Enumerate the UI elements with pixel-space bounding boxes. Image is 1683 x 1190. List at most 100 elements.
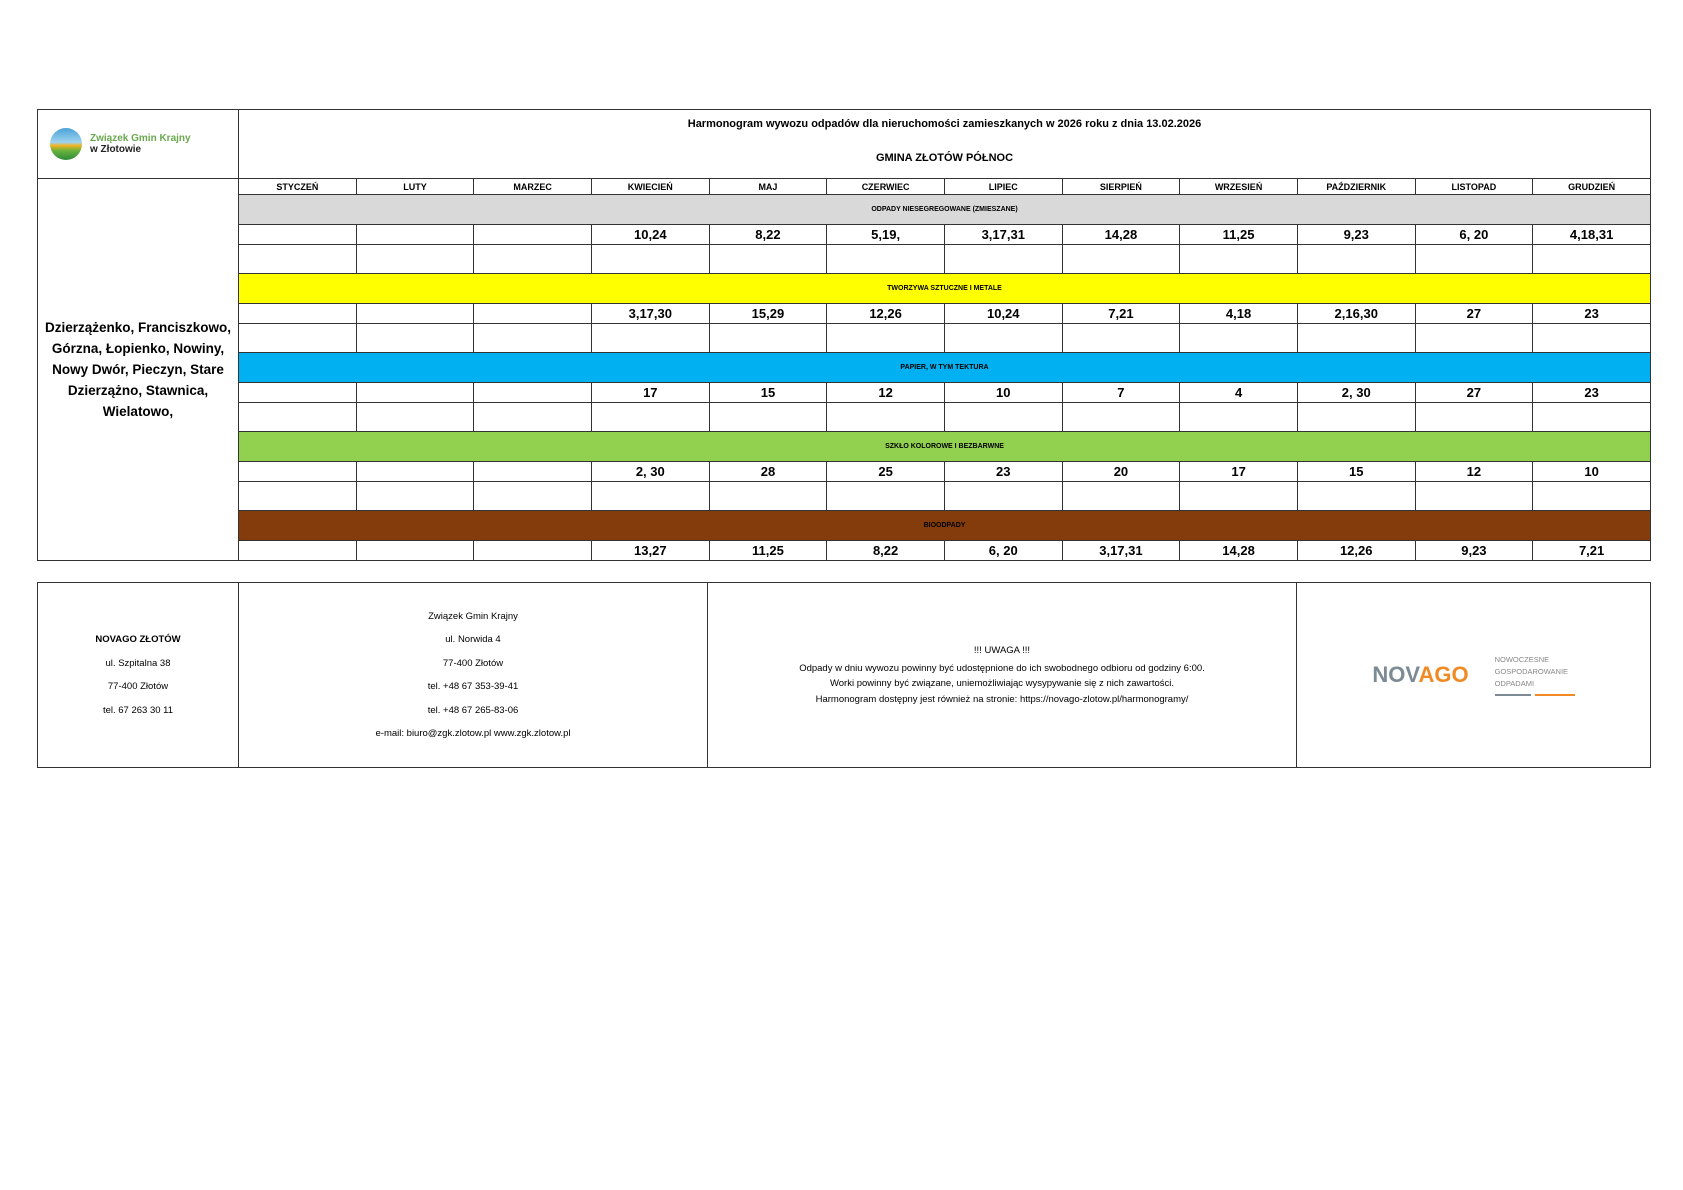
warning-line-2: Worki powinny być związane, uniemożliwia…	[829, 678, 1175, 689]
date-cell: 28	[708, 461, 828, 482]
empty-cell	[826, 402, 945, 432]
date-cell	[473, 224, 592, 245]
date-cell: 12,26	[826, 303, 945, 324]
date-cell: 8,22	[826, 540, 945, 561]
empty-cell	[355, 481, 475, 511]
date-cell: 12	[1414, 461, 1534, 482]
month-header: STYCZEŃ	[238, 178, 357, 195]
date-cell: 6, 20	[1414, 224, 1534, 245]
empty-row	[38, 402, 1651, 432]
title-cell: Harmonogram wywozu odpadów dla nieruchom…	[238, 109, 1651, 179]
date-cell: 12	[826, 382, 945, 403]
union-city: 77-400 Złotów	[442, 657, 504, 669]
date-cell: 23	[1532, 303, 1651, 324]
warning-line-1: Odpady w dniu wywozu powinny być udostęp…	[799, 662, 1205, 674]
dates-row: 17 15 12 10 7 4 2, 30 27 23	[38, 382, 1651, 403]
date-cell: 11,25	[1179, 224, 1298, 245]
union-street: ul. Norwida 4	[445, 634, 501, 645]
date-cell	[355, 224, 475, 245]
date-cell: 8,22	[708, 224, 828, 245]
empty-cell	[1296, 323, 1416, 353]
empty-cell	[1061, 244, 1181, 274]
empty-cell	[355, 323, 475, 353]
empty-cell	[943, 481, 1063, 511]
dates-row: 10,24 8,22 5,19, 3,17,31 14,28 11,25 9,23 6, 20…	[38, 224, 1651, 245]
empty-cell	[1296, 244, 1416, 274]
date-cell: 10,24	[943, 303, 1063, 324]
date-cell: 5,19,	[826, 224, 945, 245]
empty-cell	[473, 323, 592, 353]
empty-cell	[1179, 402, 1298, 432]
date-cell: 15,29	[708, 303, 828, 324]
date-cell: 11,25	[708, 540, 828, 561]
empty-row	[38, 323, 1651, 353]
empty-cell	[590, 323, 710, 353]
date-cell: 3,17,31	[943, 224, 1063, 245]
month-header: KWIECIEŃ	[590, 178, 710, 195]
month-header: CZERWIEC	[826, 178, 945, 195]
month-header: LISTOPAD	[1414, 178, 1534, 195]
empty-cell	[238, 402, 357, 432]
schedule-table: Związek Gmin Krajny w Złotowie Harmonogr…	[37, 109, 1651, 561]
empty-cell	[943, 244, 1063, 274]
operator-street: ul. Szpitalna 38	[105, 657, 171, 669]
union-name: Związek Gmin Krajny	[428, 610, 518, 622]
date-cell	[473, 303, 592, 324]
date-cell: 14,28	[1179, 540, 1298, 561]
month-header: LUTY	[355, 178, 475, 195]
date-cell: 4	[1179, 382, 1298, 403]
union-phone-2: tel. +48 67 265-83-06	[427, 704, 519, 716]
date-cell: 2,16,30	[1296, 303, 1416, 324]
empty-cell	[1414, 402, 1534, 432]
empty-cell	[826, 323, 945, 353]
date-cell: 10	[1532, 461, 1651, 482]
date-cell: 7,21	[1532, 540, 1651, 561]
date-cell	[238, 540, 357, 561]
novago-tagline-3: ODPADAMI	[1494, 679, 1535, 688]
category-band: SZKŁO KOLOROWE I BEZBARWNE	[238, 431, 1651, 462]
page-title: Harmonogram wywozu odpadów dla nieruchom…	[687, 118, 1202, 130]
footer-table: NOVAGO ZŁOTÓW ul. Szpitalna 38 77-400 Zł…	[37, 582, 1651, 768]
month-header: PAŹDZIERNIK	[1296, 178, 1416, 195]
date-cell	[238, 224, 357, 245]
date-cell	[355, 303, 475, 324]
empty-cell	[708, 402, 828, 432]
date-cell: 15	[708, 382, 828, 403]
dates-row: 3,17,30 15,29 12,26 10,24 7,21 4,18 2,16,30 27 2…	[38, 303, 1651, 324]
date-cell: 17	[1179, 461, 1298, 482]
empty-cell	[1179, 481, 1298, 511]
date-cell	[238, 303, 357, 324]
union-contact: e-mail: biuro@zgk.zlotow.pl www.zgk.zlot…	[375, 728, 571, 739]
date-cell: 2, 30	[590, 461, 710, 482]
date-cell: 9,23	[1296, 224, 1416, 245]
date-cell	[355, 540, 475, 561]
date-cell: 27	[1414, 303, 1534, 324]
operator-city: 77-400 Złotów	[107, 681, 169, 692]
warning-title: !!! UWAGA !!!	[973, 645, 1031, 656]
empty-cell	[1532, 402, 1651, 432]
empty-cell	[1179, 244, 1298, 274]
date-cell: 12,26	[1296, 540, 1416, 561]
empty-row	[38, 244, 1651, 274]
empty-cell	[826, 481, 945, 511]
novago-tagline-1: NOWOCZESNE	[1494, 655, 1550, 664]
empty-cell	[1414, 244, 1534, 274]
zgk-logo-icon	[50, 128, 82, 160]
category-band: BIOODPADY	[238, 510, 1651, 541]
empty-cell	[1061, 402, 1181, 432]
empty-cell	[1296, 402, 1416, 432]
date-cell: 17	[590, 382, 710, 403]
date-cell	[473, 540, 592, 561]
empty-cell	[238, 481, 357, 511]
dates-row: 13,27 11,25 8,22 6, 20 3,17,31 14,28 12,26 9,23…	[38, 540, 1651, 561]
empty-cell	[590, 244, 710, 274]
date-cell: 7	[1061, 382, 1181, 403]
empty-cell	[1532, 481, 1651, 511]
date-cell	[473, 382, 592, 403]
month-header: MARZEC	[473, 178, 592, 195]
date-cell: 7,21	[1061, 303, 1181, 324]
category-band: ODPADY NIESEGREGOWANE (ZMIESZANE)	[238, 194, 1651, 225]
operator-info: NOVAGO ZŁOTÓW ul. Szpitalna 38 77-400 Zł…	[37, 582, 239, 768]
empty-cell	[943, 402, 1063, 432]
date-cell	[238, 382, 357, 403]
